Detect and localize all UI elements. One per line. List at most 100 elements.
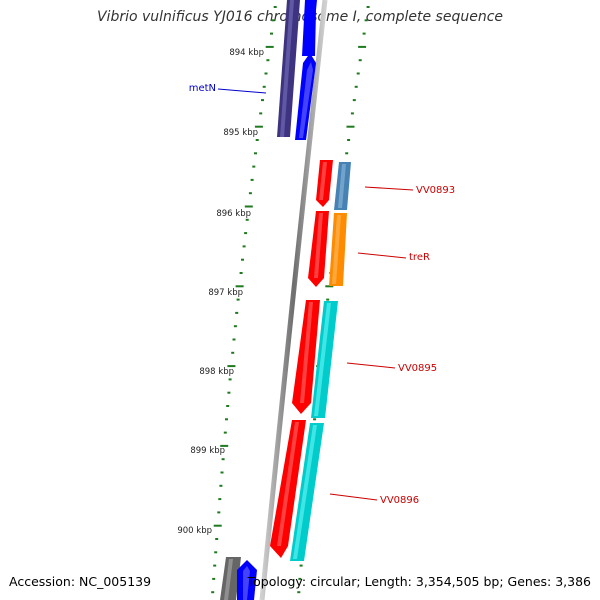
gene-VV0893-blue-highlight (338, 164, 346, 208)
inner-ring-major-tick (244, 205, 253, 208)
outer-ring-dot (298, 577, 302, 580)
gene-VV0893-label[interactable]: VV0893 (416, 185, 455, 196)
gene-metN-label[interactable]: metN (189, 83, 216, 94)
inner-ring-dot (262, 85, 266, 88)
inner-ring-dot (261, 99, 264, 102)
kbp-scale: 894 kbp 895 kbp 896 kbp 897 kbp 898 kbp … (177, 48, 264, 536)
inner-ring-dot (233, 325, 237, 328)
chromosome-backbone (259, 0, 328, 600)
inner-ring-dot (264, 72, 268, 75)
outer-ring-dot (356, 72, 360, 75)
gene-VV0896-label[interactable]: VV0896 (380, 495, 419, 506)
gene-VV0895-label[interactable]: VV0895 (398, 363, 437, 374)
gene-VV0896-cyan-highlight (293, 425, 317, 559)
gene-VV0895-red-highlight (300, 302, 313, 403)
inner-ring-dot (242, 245, 246, 248)
inner-ring-dot (245, 218, 249, 221)
inner-ring-dot (239, 272, 243, 274)
outer-ring-dot (364, 19, 368, 22)
inner-ring-dot (273, 6, 277, 8)
inner-ring-dot (259, 112, 263, 115)
gene-VV0893-red-highlight (319, 162, 327, 200)
gene-VV0896-red-highlight (277, 422, 299, 546)
gene-VV0896[interactable] (270, 420, 324, 561)
outer-ring-dot (313, 418, 317, 421)
accession-text: Accession: NC_005139 (9, 574, 152, 589)
gene-bottom-blue-highlight (243, 566, 250, 600)
inner-ring-dot (220, 471, 224, 474)
gene-bottom-gray-highlight (224, 559, 233, 600)
gene-treR-red-highlight (314, 213, 323, 278)
inner-ring-dot (270, 32, 273, 35)
inner-ring-dot (219, 484, 223, 487)
inner-ring-dot (211, 591, 215, 594)
gene-metN[interactable] (277, 0, 317, 140)
inner-ring-dot (266, 59, 270, 62)
gene-treR[interactable] (308, 211, 347, 287)
inner-ring-major-tick (227, 365, 236, 368)
topology-text: Topology: circular; Length: 3,354,505 bp… (247, 574, 591, 589)
scale-label-897: 897 kbp (208, 288, 243, 298)
outer-ring-dot (299, 564, 303, 567)
inner-ring-dot (271, 19, 275, 22)
inner-ring-dot (254, 152, 257, 155)
inner-ring-dot (248, 192, 252, 195)
gene-metN-outer-highlight (299, 62, 313, 138)
gene-treR-label[interactable]: treR (409, 252, 430, 263)
scale-label-899: 899 kbp (190, 446, 225, 456)
inner-ring-major-tick (235, 285, 244, 288)
outer-ring-dot (358, 59, 362, 62)
gene-bottom-partial[interactable] (220, 557, 257, 600)
outer-ring-major-tick (325, 285, 334, 288)
inner-ring-dot (215, 538, 219, 540)
inner-ring-dot (235, 311, 239, 314)
inner-ring-dot (252, 165, 256, 168)
gene-treR-leader (357, 252, 407, 259)
inner-ring-dot (232, 338, 236, 341)
gene-treR-orange-highlight (332, 215, 341, 284)
inner-ring-dot (255, 139, 259, 141)
inner-ring-dot (228, 378, 232, 381)
scale-label-898: 898 kbp (199, 367, 234, 377)
map-title: Vibrio vulnificus YJ016 chromosome I, co… (96, 9, 504, 25)
gene-VV0896-leader (329, 493, 378, 501)
gene-VV0895-leader (346, 362, 396, 369)
outer-ring-dot (326, 298, 330, 301)
gene-metN-leader (217, 88, 267, 94)
outer-ring-dot (354, 85, 358, 88)
inner-ring-dot (236, 298, 240, 301)
outer-ring-major-tick (358, 45, 367, 48)
inner-ring-dot (225, 418, 228, 421)
inner-ring-dot (250, 178, 254, 181)
inner-ring-major-tick (220, 444, 229, 447)
scale-label-896: 896 kbp (216, 209, 251, 219)
inner-ring-dot (214, 551, 218, 554)
inner-ring-dot (212, 577, 216, 580)
outer-ring-major-tick (346, 125, 355, 128)
inner-ring-dot (223, 431, 227, 434)
inner-ring-dot (218, 498, 222, 501)
inner-ring-dot (226, 405, 230, 407)
inner-ring-dot (241, 258, 244, 261)
outer-ring-dot (345, 152, 349, 155)
outer-ring-dot (366, 6, 370, 8)
inner-ring-dot (221, 458, 225, 461)
gene-VV0893-leader (364, 186, 414, 191)
scale-label-900: 900 kbp (177, 526, 212, 536)
inner-ring-dot (217, 511, 221, 514)
scale-label-895: 895 kbp (223, 128, 258, 138)
outer-ring-dot (347, 139, 351, 141)
scale-label-894: 894 kbp (229, 48, 264, 58)
inner-ring-dot (244, 232, 248, 235)
gene-VV0895-cyan-highlight (314, 303, 331, 416)
gene-VV0895[interactable] (292, 300, 338, 418)
inner-ring-dot (231, 351, 235, 354)
inner-dotted-ring (211, 6, 277, 594)
inner-ring-dot (227, 391, 231, 394)
outer-ring-dot (362, 32, 366, 35)
gene-metN-outer-block (302, 0, 317, 56)
gene-metN-inner-highlight (280, 0, 294, 137)
gene-VV0893[interactable] (316, 160, 351, 210)
outer-ring-dot (297, 591, 301, 594)
